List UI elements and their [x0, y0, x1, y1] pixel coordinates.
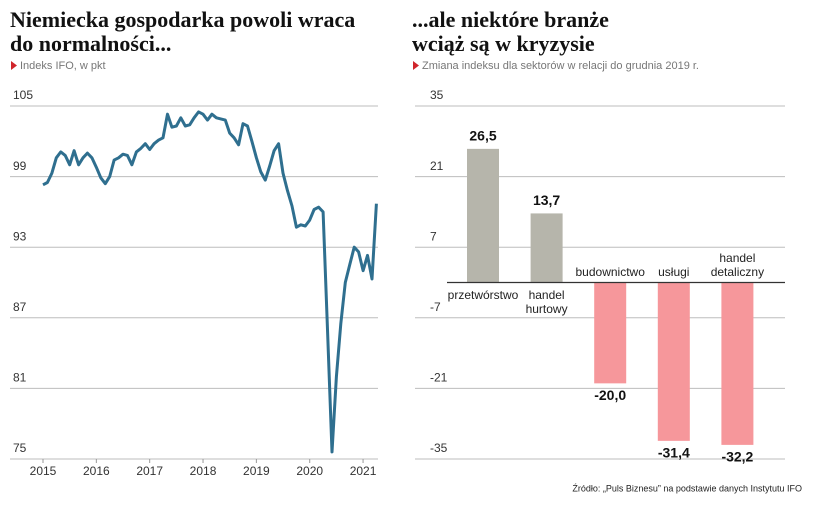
y-tick-label: 7: [430, 229, 437, 243]
subtitle-marker: [11, 61, 17, 70]
x-tick-label: 2021: [350, 464, 377, 478]
y-tick-label: 21: [430, 159, 444, 173]
value-label: -20,0: [594, 387, 626, 403]
y-tick-label: 75: [13, 441, 27, 455]
category-label: przetwórstwo: [447, 287, 519, 302]
category-label-box: budownictwo: [575, 264, 645, 279]
chart-title: wciąż są w kryzysie: [412, 31, 595, 56]
line: [42, 110, 378, 454]
x-tick-label: 2016: [83, 464, 110, 478]
value-label: 13,7: [533, 192, 560, 208]
category-label-box: handel hurtowy: [525, 287, 568, 316]
source: Źródło: „Puls Biznesu” na podstawie dany…: [572, 483, 802, 493]
value-label: -31,4: [658, 445, 690, 461]
y-tick-label: 87: [13, 300, 27, 314]
y-tick-label: 35: [430, 88, 444, 102]
y-tick-label: -7: [430, 300, 441, 314]
category-label-box: usługi: [658, 264, 690, 279]
y-tick-label: -35: [430, 441, 448, 455]
x-tick-label: 2020: [296, 464, 323, 478]
x-tick-label: 2015: [30, 464, 57, 478]
y-tick-label: -21: [430, 371, 448, 385]
chart-title: ...ale niektóre branże: [412, 7, 609, 32]
y-tick-label: 93: [13, 229, 27, 243]
category-label-box: handel detaliczny: [710, 250, 765, 279]
chart-title: do normalności...: [10, 31, 171, 56]
value-label: -32,2: [721, 449, 753, 465]
bar: [594, 282, 627, 384]
bar: [721, 282, 754, 445]
category-label: handel hurtowy: [525, 287, 568, 316]
subtitle-marker: [413, 61, 419, 70]
y-tick-label: 81: [13, 371, 27, 385]
x-tick-label: 2018: [190, 464, 217, 478]
y-tick-label: 99: [13, 159, 27, 173]
category-label: handel detaliczny: [710, 250, 765, 279]
subtitle: Zmiana indeksu dla sektorów w relacji do…: [422, 60, 699, 72]
category-label: usługi: [658, 264, 690, 279]
chart-title: Niemiecka gospodarka powoli wraca: [10, 7, 355, 32]
category-label-box: przetwórstwo: [447, 287, 519, 302]
value-label: 26,5: [469, 128, 496, 144]
y-tick-label: 105: [13, 88, 33, 102]
bar: [467, 148, 499, 283]
subtitle: Indeks IFO, w pkt: [20, 60, 106, 72]
x-tick-label: 2019: [243, 464, 270, 478]
x-tick-label: 2017: [136, 464, 163, 478]
bar: [657, 282, 690, 441]
bar: [530, 213, 563, 283]
category-label: budownictwo: [575, 264, 645, 279]
